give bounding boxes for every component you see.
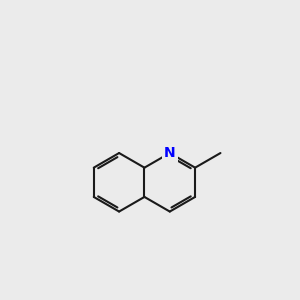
Text: N: N bbox=[164, 146, 176, 160]
